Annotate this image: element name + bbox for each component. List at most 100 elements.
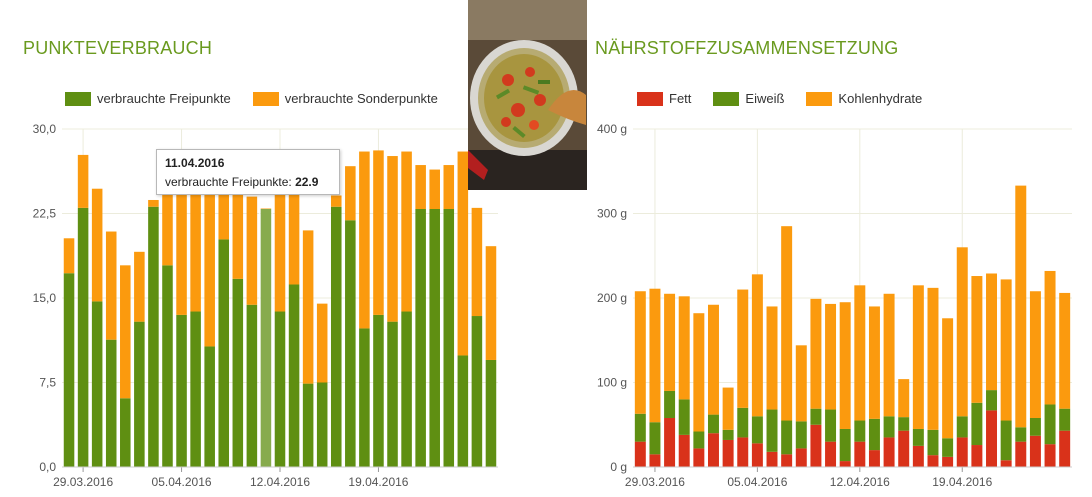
bar-segment-verbrauchte-sonderpunkte — [288, 166, 300, 285]
legend-swatch-kohlenhydrate — [806, 91, 833, 106]
bar-segment-eiweiß — [810, 408, 822, 425]
bar-segment-verbrauchte-freipunkte — [429, 208, 440, 467]
bar-segment-eiweiß — [868, 418, 880, 451]
bar-segment-kohlenhydrate — [722, 387, 734, 430]
bar-segment-verbrauchte-sonderpunkte — [429, 169, 440, 209]
legend-item-fett[interactable]: Fett — [637, 91, 691, 106]
cooking-pan-photo — [468, 0, 587, 190]
bar-segment-verbrauchte-freipunkte — [204, 346, 215, 467]
bar-segment-eiweiß — [839, 428, 851, 462]
bar-segment-kohlenhydrate — [1044, 270, 1056, 405]
bar-segment-fett — [971, 445, 983, 467]
legend-item-eiweiss[interactable]: Eiweiß — [713, 91, 784, 106]
bar-segment-verbrauchte-sonderpunkte — [246, 196, 258, 305]
bar-segment-eiweiß — [927, 429, 939, 456]
bar-segment-kohlenhydrate — [971, 276, 983, 403]
bar-segment-fett — [1029, 435, 1041, 467]
bar-segment-fett — [839, 461, 851, 467]
y-tick-label: 300 g — [597, 207, 627, 221]
tooltip-date: 11.04.2016 — [165, 156, 225, 170]
bar-segment-eiweiß — [942, 438, 954, 457]
bar-segment-verbrauchte-sonderpunkte — [485, 246, 497, 360]
bar-segment-eiweiß — [956, 416, 968, 438]
x-tick-label: 05.04.2016 — [727, 475, 787, 489]
bar-segment-verbrauchte-freipunkte — [330, 206, 342, 468]
bar-segment-fett — [810, 424, 822, 467]
legend-swatch-eiweiss — [713, 91, 740, 106]
naehrstoff-title: NÄHRSTOFFZUSAMMENSETZUNG — [595, 38, 899, 58]
legend-label-fett: Fett — [669, 91, 692, 106]
bar-segment-verbrauchte-freipunkte — [218, 239, 230, 467]
bar-segment-eiweiß — [649, 422, 661, 455]
y-tick-label: 200 g — [597, 291, 627, 305]
bar-segment-verbrauchte-freipunkte — [260, 208, 272, 467]
bar-segment-verbrauchte-freipunkte — [190, 311, 201, 467]
bar-segment-fett — [751, 443, 763, 467]
x-tick-label: 19.04.2016 — [348, 475, 408, 489]
bar-segment-eiweiß — [693, 431, 705, 449]
x-tick-label: 29.03.2016 — [625, 475, 685, 489]
bar-segment-fett — [883, 437, 895, 467]
bar-segment-eiweiß — [634, 413, 646, 442]
bar-segment-verbrauchte-freipunkte — [401, 311, 412, 467]
bar-segment-verbrauchte-sonderpunkte — [387, 156, 398, 322]
bar-segment-verbrauchte-freipunkte — [77, 207, 89, 467]
bar-segment-eiweiß — [971, 402, 983, 446]
legend-item-sonderpunkte[interactable]: verbrauchte Sonderpunkte — [252, 91, 438, 106]
bar-segment-fett — [1059, 430, 1071, 467]
bar-segment-verbrauchte-freipunkte — [176, 314, 187, 467]
bar-segment-eiweiß — [751, 416, 763, 444]
bar-segment-fett — [1044, 444, 1056, 467]
bar-segment-eiweiß — [898, 417, 910, 431]
bar-segment-kohlenhydrate — [898, 379, 910, 418]
bar-segment-eiweiß — [1015, 427, 1027, 442]
bar-segment-fett — [649, 454, 661, 467]
bar-segment-kohlenhydrate — [810, 298, 822, 409]
bar-segment-verbrauchte-freipunkte — [162, 265, 173, 467]
bar-segment-fett — [795, 448, 807, 467]
bar-segment-verbrauchte-freipunkte — [345, 220, 356, 467]
bar-segment-eiweiß — [795, 421, 807, 449]
bar-segment-fett — [722, 439, 734, 467]
bar-segment-eiweiß — [678, 399, 690, 435]
bar-segment-verbrauchte-sonderpunkte — [218, 172, 230, 240]
bar-segment-kohlenhydrate — [1059, 292, 1071, 409]
bar-segment-verbrauchte-freipunkte — [63, 273, 75, 467]
bar-segment-fett — [693, 448, 705, 467]
y-tick-label: 400 g — [597, 122, 627, 136]
x-tick-label: 29.03.2016 — [53, 475, 113, 489]
bar-segment-verbrauchte-freipunkte — [246, 304, 258, 467]
bar-segment-kohlenhydrate — [912, 285, 924, 429]
bar-segment-verbrauchte-sonderpunkte — [401, 151, 412, 312]
y-tick-label: 15,0 — [33, 291, 57, 305]
x-tick-label: 12.04.2016 — [830, 475, 890, 489]
bar-segment-eiweiß — [1000, 420, 1012, 461]
legend-item-freipunkte[interactable]: verbrauchte Freipunkte — [65, 91, 231, 106]
bar-segment-kohlenhydrate — [839, 302, 851, 429]
legend-swatch-sonderpunkte — [252, 91, 279, 106]
punkte-legend: verbrauchte Freipunkte verbrauchte Sonde… — [65, 91, 460, 106]
legend-label-sonderpunkte: verbrauchte Sonderpunkte — [284, 91, 438, 106]
bar-segment-verbrauchte-sonderpunkte — [232, 174, 244, 279]
bar-segment-verbrauchte-freipunkte — [148, 206, 159, 468]
bar-segment-verbrauchte-sonderpunkte — [302, 230, 314, 384]
bar-segment-verbrauchte-sonderpunkte — [176, 190, 187, 315]
x-tick-label: 05.04.2016 — [152, 475, 212, 489]
bar-segment-fett — [942, 456, 954, 467]
y-tick-label: 100 g — [597, 376, 627, 390]
bar-segment-verbrauchte-sonderpunkte — [148, 199, 159, 207]
bar-segment-kohlenhydrate — [751, 274, 763, 417]
bar-segment-kohlenhydrate — [927, 287, 939, 430]
legend-item-kohlenhydrate[interactable]: Kohlenhydrate — [806, 91, 922, 106]
bar-segment-kohlenhydrate — [693, 313, 705, 432]
bar-segment-fett — [737, 437, 749, 467]
bar-segment-verbrauchte-sonderpunkte — [162, 193, 173, 266]
bar-segment-eiweiß — [1044, 404, 1056, 445]
legend-label-kohlenhydrate: Kohlenhydrate — [838, 91, 923, 106]
bar-segment-eiweiß — [737, 407, 749, 438]
bar-segment-kohlenhydrate — [766, 306, 778, 410]
legend-label-eiweiss: Eiweiß — [745, 91, 785, 106]
bar-segment-fett — [781, 454, 793, 467]
bar-segment-verbrauchte-sonderpunkte — [120, 265, 131, 399]
